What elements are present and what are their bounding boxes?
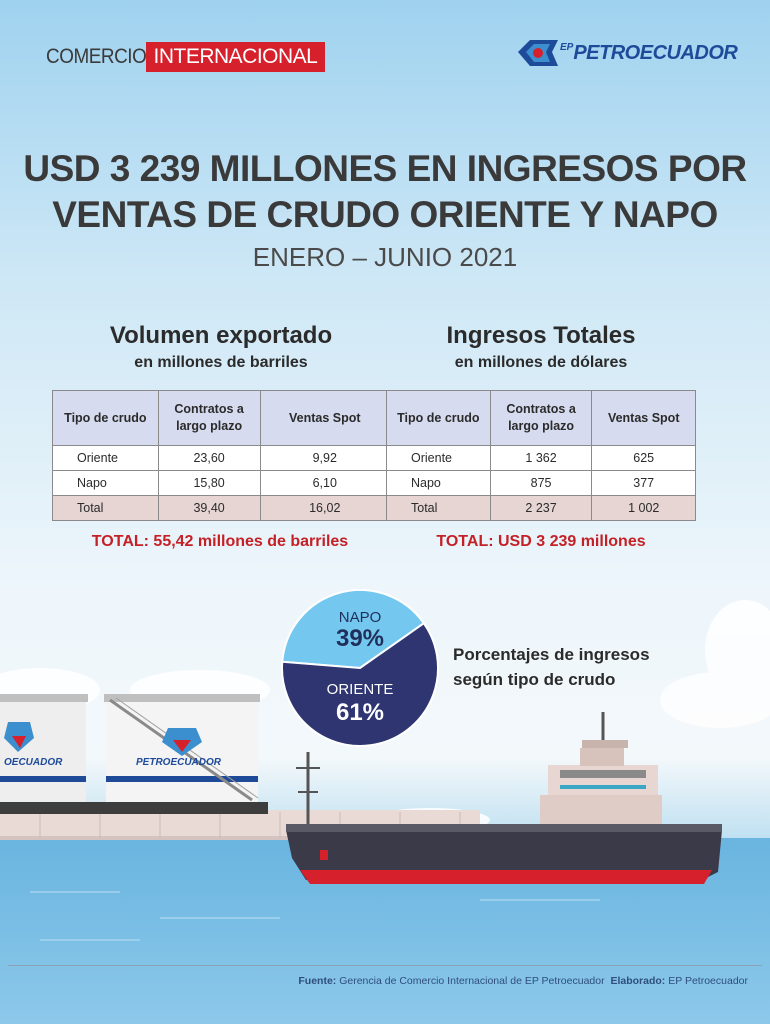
petroecuador-emblem-icon [518, 40, 558, 66]
storage-tank-left [0, 694, 88, 802]
volume-total: TOTAL: 55,42 millones de barriles [91, 533, 349, 550]
storage-tank-right [104, 694, 260, 802]
table-cell: 875 [489, 470, 593, 496]
table-cell: 2 237 [489, 495, 593, 521]
table-cell: 377 [591, 470, 696, 496]
table-cell: Oriente [52, 445, 159, 471]
volume-subtitle: en millones de barriles [134, 354, 308, 371]
table-row: Napo 875 377 [386, 470, 696, 496]
volume-section: Volumen exportado en millones de barrile… [52, 322, 390, 372]
column-header: Ventas Spot [591, 390, 696, 446]
made-label: Elaborado: [610, 975, 666, 987]
table-total-row: Total 2 237 1 002 [386, 495, 696, 521]
table-cell: Total [386, 495, 491, 521]
column-header: Contratos a largo plazo [157, 390, 261, 446]
table-cell: 39,40 [157, 495, 261, 521]
table-row: Napo 15,80 6,10 [52, 470, 390, 496]
section-label-part1: COMERCIO [46, 45, 147, 68]
table-total-row: Total 39,40 16,02 [52, 495, 390, 521]
table-header-row: Tipo de crudo Contratos a largo plazo Ve… [52, 390, 390, 446]
table-header-row: Tipo de crudo Contratos a largo plazo Ve… [386, 390, 696, 446]
made-value: EP Petroecuador [668, 975, 748, 987]
table-cell: 6,10 [259, 470, 390, 496]
period-label: ENERO – JUNIO 2021 [252, 242, 518, 272]
table-cell: 1 362 [489, 445, 593, 471]
table-row: Oriente 23,60 9,92 [52, 445, 390, 471]
ship-bridge [540, 712, 662, 835]
table-cell: Total [52, 495, 159, 521]
pie-caption: Porcentajes de ingresos según tipo de cr… [453, 645, 650, 689]
revenue-title: Ingresos Totales [446, 322, 636, 349]
table-cell: 625 [591, 445, 696, 471]
pie-label-oriente: ORIENTE [327, 681, 394, 698]
revenue-subtitle: en millones de dólares [454, 354, 628, 371]
source-value: Gerencia de Comercio Internacional de EP… [339, 975, 605, 987]
table-cell: Oriente [386, 445, 491, 471]
pie-value-oriente: 61% [336, 699, 384, 726]
pie-slice-napo [281, 589, 426, 670]
section-label: COMERCIO INTERNACIONAL [46, 40, 326, 74]
page-title: USD 3 239 MILLONES EN INGRESOS POR VENTA… [0, 146, 770, 238]
source-label: Fuente: [298, 975, 337, 987]
table-cell: 23,60 [157, 445, 261, 471]
ship-hull [286, 824, 722, 884]
pie-label-napo: NAPO [339, 609, 382, 626]
pie-slice-oriente [281, 621, 439, 747]
revenue-table: Tipo de crudo Contratos a largo plazo Ve… [386, 390, 696, 521]
petroecuador-logo: EP PETROECUADOR [516, 38, 738, 68]
table-cell: 16,02 [259, 495, 390, 521]
page-title-line1: USD 3 239 MILLONES EN INGRESOS POR [23, 148, 747, 189]
tank-left-logo-text: OECUADOR [4, 757, 63, 768]
table-cell: 9,92 [259, 445, 390, 471]
section-label-part2: INTERNACIONAL [145, 42, 326, 72]
revenue-section: Ingresos Totales en millones de dólares [386, 322, 696, 372]
tank-right-logo-text: PETROECUADOR [136, 757, 222, 768]
column-header: Tipo de crudo [52, 390, 159, 446]
column-header: Tipo de crudo [386, 390, 491, 446]
column-header: Ventas Spot [259, 390, 390, 446]
revenue-total: TOTAL: USD 3 239 millones [436, 533, 646, 550]
table-row: Oriente 1 362 625 [386, 445, 696, 471]
waves [30, 891, 600, 941]
logo-name: PETROECUADOR [573, 41, 738, 64]
logo-prefix: EP [560, 42, 574, 53]
footer-credits: Fuente: Gerencia de Comercio Internacion… [298, 975, 748, 987]
volume-table: Tipo de crudo Contratos a largo plazo Ve… [52, 390, 390, 521]
footer-divider [8, 965, 762, 966]
pie-value-napo: 39% [336, 625, 384, 652]
table-cell: 1 002 [591, 495, 696, 521]
volume-title: Volumen exportado [109, 322, 333, 349]
table-cell: Napo [386, 470, 491, 496]
table-cell: 15,80 [157, 470, 261, 496]
page-title-line2: VENTAS DE CRUDO ORIENTE Y NAPO [52, 194, 718, 235]
column-header: Contratos a largo plazo [489, 390, 593, 446]
table-cell: Napo [52, 470, 159, 496]
